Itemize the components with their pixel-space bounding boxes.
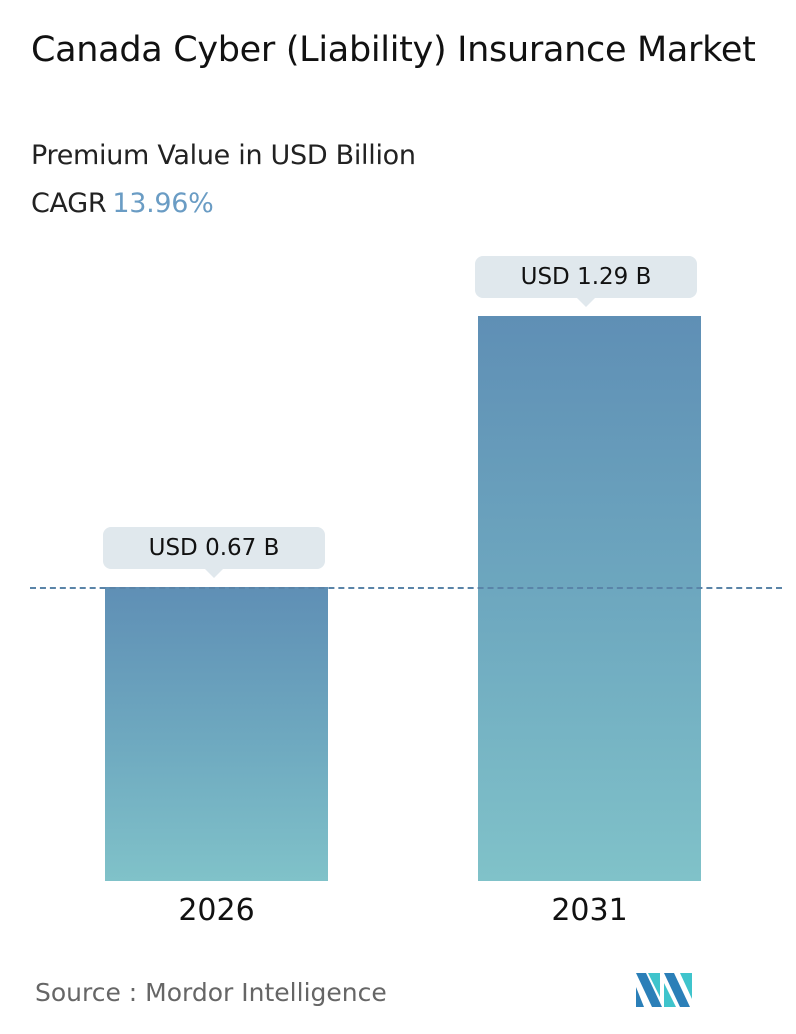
x-tick-2031: 2031	[551, 893, 628, 928]
mordor-intelligence-logo-icon	[636, 973, 692, 1007]
chart-title: Canada Cyber (Liability) Insurance Marke…	[31, 30, 756, 70]
value-label-2031: USD 1.29 B	[475, 256, 697, 307]
chart-subtitle: Premium Value in USD Billion	[31, 140, 416, 171]
cagr-annotation: CAGR 13.96%	[31, 188, 214, 219]
x-tick-2026: 2026	[178, 893, 255, 928]
cagr-value: 13.96%	[112, 188, 214, 219]
cagr-label: CAGR	[31, 188, 107, 219]
reference-dashed-line	[30, 587, 782, 589]
value-label-2026: USD 0.67 B	[103, 527, 325, 578]
bar-2031	[478, 316, 701, 881]
bar-2026	[105, 587, 328, 881]
source-text: Source : Mordor Intelligence	[35, 978, 387, 1007]
